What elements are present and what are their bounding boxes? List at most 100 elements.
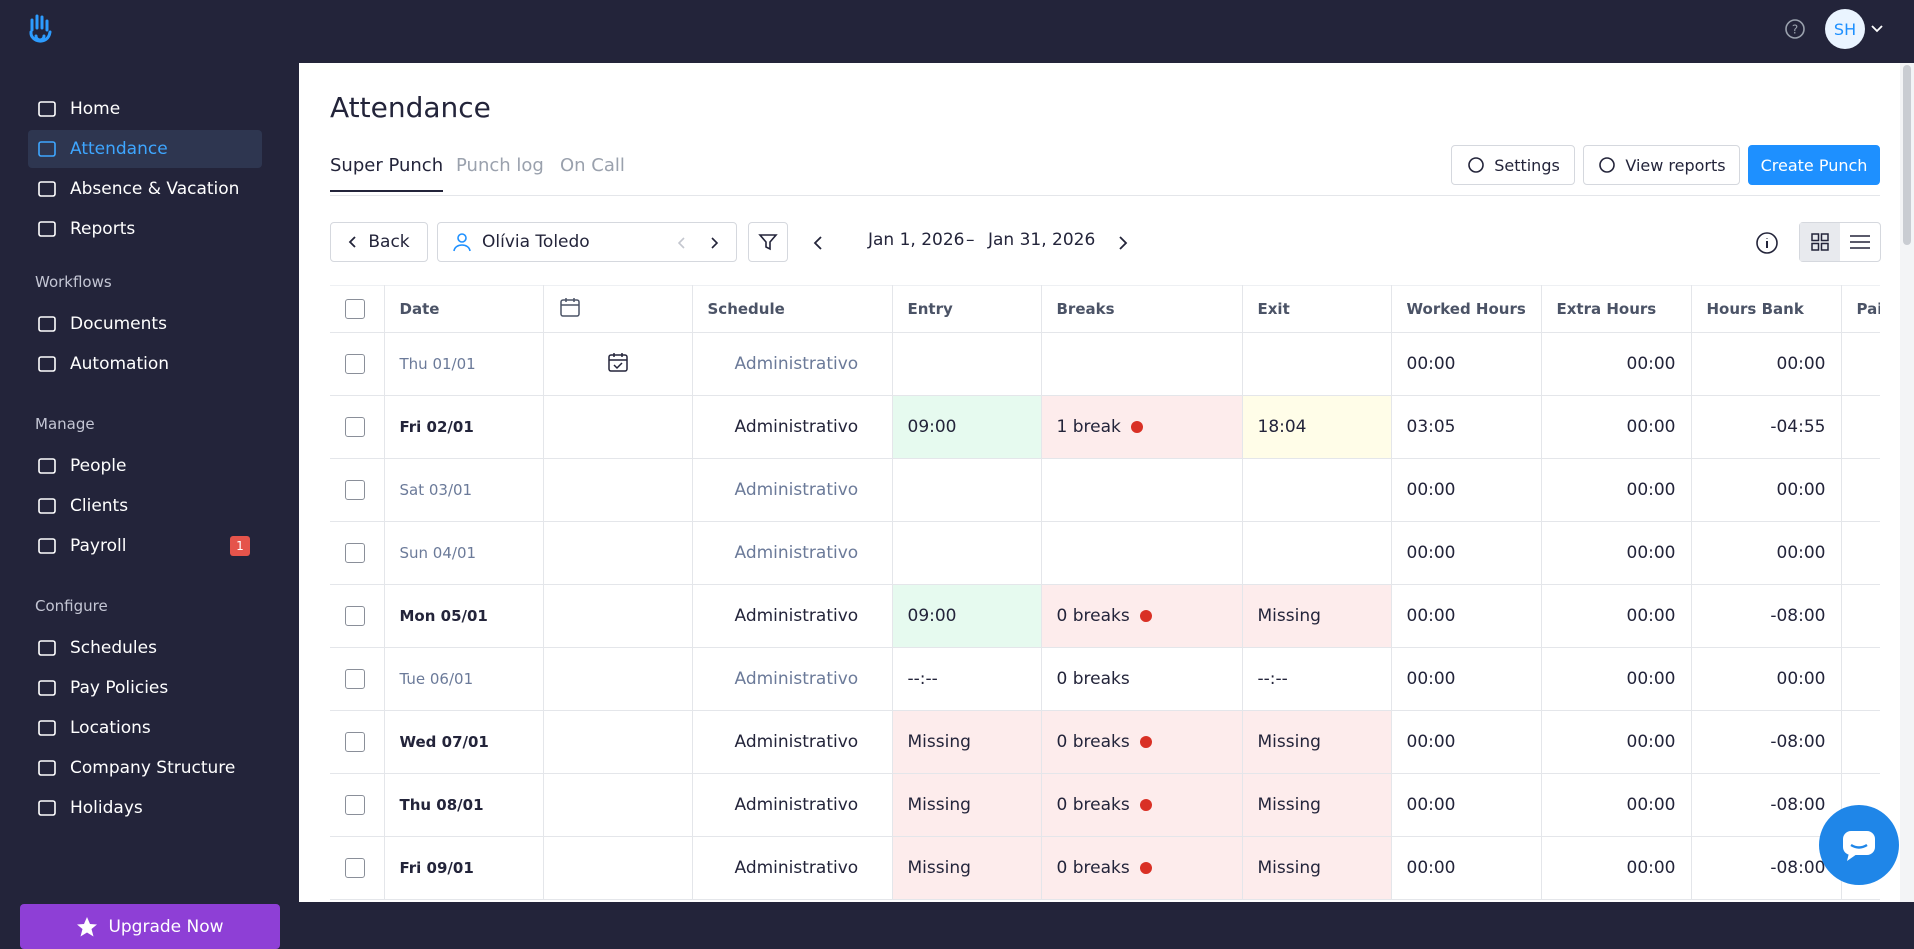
nav-label[interactable]: Payroll <box>70 536 127 556</box>
entry-cell[interactable]: 09:00 <box>892 395 1042 459</box>
exit-value[interactable]: Missing <box>1257 858 1321 878</box>
checkbox[interactable] <box>345 669 365 689</box>
entry-value[interactable]: --:-- <box>907 669 938 689</box>
checkbox[interactable] <box>345 480 365 500</box>
nav-item[interactable]: Attendance <box>28 130 262 168</box>
chat-button[interactable] <box>1819 805 1899 885</box>
list-view-button[interactable] <box>1840 223 1880 261</box>
nav-label[interactable]: Holidays <box>70 798 143 818</box>
checkbox[interactable] <box>345 417 365 437</box>
employee-name[interactable]: Olívia Toledo <box>482 232 590 252</box>
nav-item[interactable]: Automation <box>28 345 262 383</box>
nav-item[interactable]: Payroll 1 <box>28 527 262 565</box>
nav-label[interactable]: Attendance <box>70 139 168 159</box>
exit-value[interactable]: Missing <box>1257 606 1321 626</box>
exit-cell[interactable]: --:-- <box>1242 647 1392 711</box>
entry-cell[interactable]: Missing <box>892 773 1042 837</box>
button-label[interactable]: View reports <box>1625 155 1726 175</box>
breaks-cell[interactable] <box>1041 458 1243 522</box>
breaks-value[interactable]: 0 breaks <box>1056 795 1130 815</box>
checkbox[interactable] <box>345 732 365 752</box>
calendar-check-icon[interactable] <box>607 351 629 373</box>
filter-button[interactable] <box>748 222 788 262</box>
nav-item[interactable]: Holidays <box>28 789 262 827</box>
avatar-chevron[interactable] <box>1870 22 1884 36</box>
checkbox[interactable] <box>345 354 365 374</box>
calendar-icon[interactable] <box>559 296 581 318</box>
nav-item[interactable]: People <box>28 447 262 485</box>
breaks-cell[interactable]: 0 breaks <box>1041 647 1243 711</box>
entry-cell[interactable] <box>892 521 1042 585</box>
nav-item[interactable]: Documents <box>28 305 262 343</box>
exit-value[interactable]: --:-- <box>1257 669 1288 689</box>
header-button[interactable]: Create Punch <box>1748 145 1880 185</box>
breaks-cell[interactable]: 0 breaks <box>1041 710 1243 774</box>
entry-cell[interactable]: Missing <box>892 836 1042 900</box>
date-end[interactable]: Jan 31, 2026 <box>988 230 1096 250</box>
entry-cell[interactable] <box>892 458 1042 522</box>
entry-cell[interactable]: --:-- <box>892 647 1042 711</box>
exit-cell[interactable]: Missing <box>1242 584 1392 648</box>
nav-label[interactable]: Pay Policies <box>70 678 169 698</box>
back-label[interactable]: Back <box>368 232 410 252</box>
button-label[interactable]: Create Punch <box>1760 155 1868 175</box>
prev-period[interactable] <box>812 235 824 251</box>
breaks-cell[interactable]: 1 break <box>1041 395 1243 459</box>
nav-item[interactable]: Schedules <box>28 629 262 667</box>
tab[interactable]: Punch log <box>456 155 544 176</box>
breaks-value[interactable]: 0 breaks <box>1056 606 1130 626</box>
breaks-value[interactable]: 1 break <box>1056 417 1121 437</box>
upgrade-button[interactable]: Upgrade Now <box>20 904 280 949</box>
entry-value[interactable]: 09:00 <box>907 606 957 626</box>
entry-cell[interactable]: Missing <box>892 710 1042 774</box>
breaks-cell[interactable]: 0 breaks <box>1041 836 1243 900</box>
breaks-cell[interactable]: 0 breaks <box>1041 584 1243 648</box>
nav-item[interactable]: Company Structure <box>28 749 262 787</box>
breaks-cell[interactable]: 0 breaks <box>1041 773 1243 837</box>
checkbox[interactable] <box>345 858 365 878</box>
breaks-cell[interactable] <box>1041 521 1243 585</box>
breaks-value[interactable]: 0 breaks <box>1056 732 1130 752</box>
employee-select[interactable]: Olívia Toledo <box>437 222 737 262</box>
scrollbar-thumb[interactable] <box>1903 65 1911 245</box>
upgrade-label[interactable]: Upgrade Now <box>108 916 224 937</box>
checkbox[interactable] <box>345 606 365 626</box>
entry-cell[interactable]: 09:00 <box>892 584 1042 648</box>
info-icon[interactable] <box>1755 231 1779 255</box>
nav-label[interactable]: Reports <box>70 219 136 239</box>
checkbox[interactable] <box>345 543 365 563</box>
nav-item[interactable]: Clients <box>28 487 262 525</box>
breaks-value[interactable]: 0 breaks <box>1056 858 1130 878</box>
button-label[interactable]: Settings <box>1494 155 1560 175</box>
exit-cell[interactable]: Missing <box>1242 710 1392 774</box>
breaks-value[interactable]: 0 breaks <box>1056 669 1130 689</box>
checkbox[interactable] <box>345 795 365 815</box>
exit-cell[interactable]: Missing <box>1242 836 1392 900</box>
nav-label[interactable]: People <box>70 456 127 476</box>
nav-label[interactable]: Locations <box>70 718 151 738</box>
nav-label[interactable]: Automation <box>70 354 170 374</box>
entry-value[interactable]: Missing <box>907 732 971 752</box>
nav-label[interactable]: Clients <box>70 496 129 516</box>
nav-label[interactable]: Schedules <box>70 638 157 658</box>
header-button[interactable]: View reports <box>1583 145 1740 185</box>
nav-label[interactable]: Home <box>70 99 121 119</box>
exit-value[interactable]: Missing <box>1257 795 1321 815</box>
nav-label[interactable]: Documents <box>70 314 167 334</box>
entry-value[interactable]: 09:00 <box>907 417 957 437</box>
nav-item[interactable]: Pay Policies <box>28 669 262 707</box>
entry-cell[interactable] <box>892 332 1042 396</box>
exit-cell[interactable]: 18:04 <box>1242 395 1392 459</box>
nav-item[interactable]: Home <box>28 90 262 128</box>
entry-value[interactable]: Missing <box>907 858 971 878</box>
exit-value[interactable]: Missing <box>1257 732 1321 752</box>
entry-value[interactable]: Missing <box>907 795 971 815</box>
tab[interactable]: On Call <box>560 155 625 176</box>
date-start[interactable]: Jan 1, 2026 <box>868 230 965 250</box>
help-icon[interactable]: ? <box>1784 18 1806 40</box>
grid-view-button[interactable] <box>1800 223 1840 261</box>
nav-item[interactable]: Reports <box>28 210 262 248</box>
exit-cell[interactable] <box>1242 521 1392 585</box>
exit-value[interactable]: 18:04 <box>1257 417 1307 437</box>
nav-item[interactable]: Locations <box>28 709 262 747</box>
